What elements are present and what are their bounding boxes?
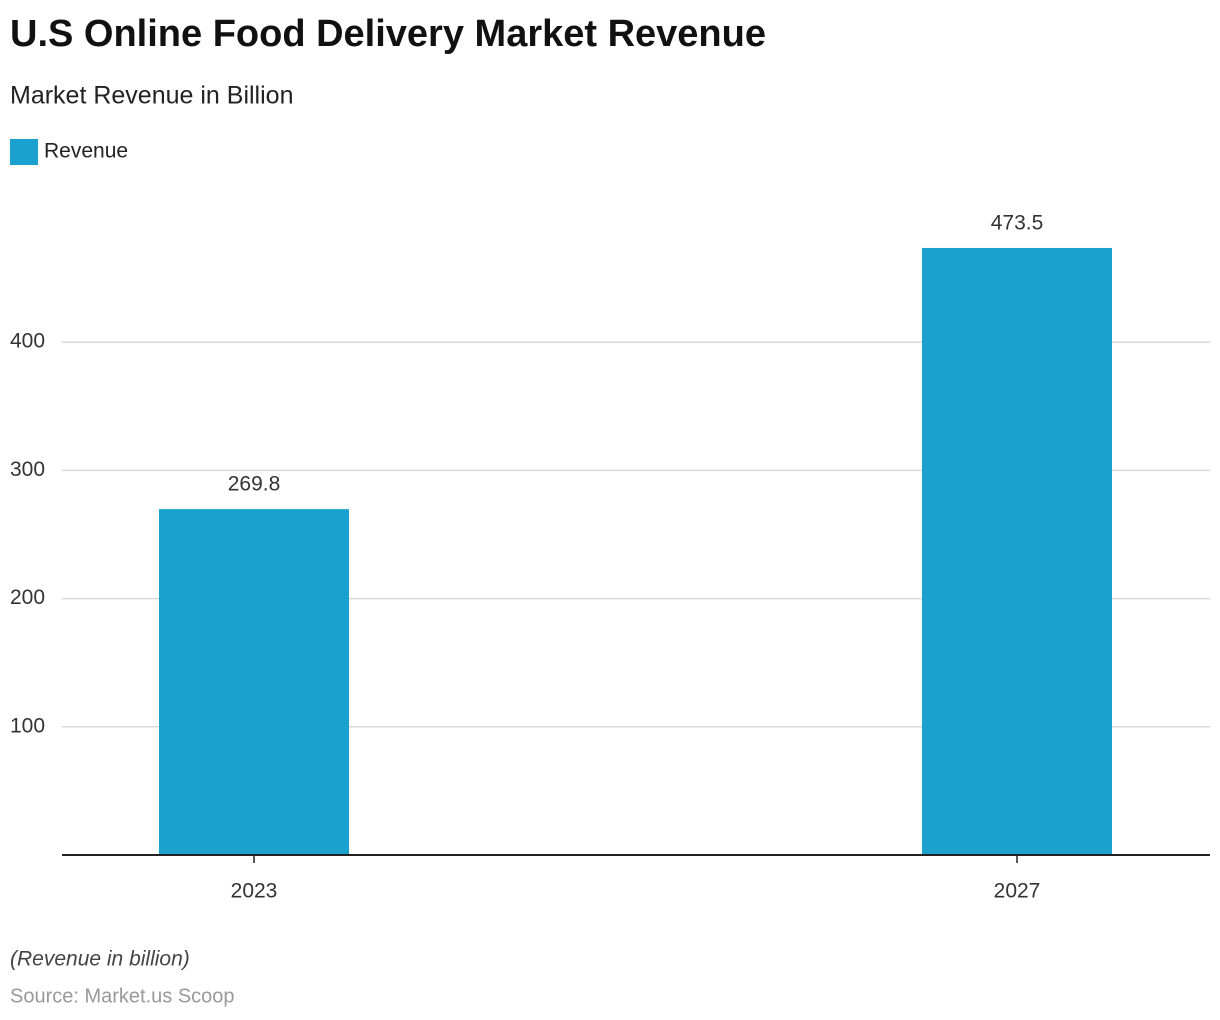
value-label: 269.8 (228, 473, 281, 496)
y-tick-label: 300 (10, 458, 45, 481)
x-tick-label: 2023 (231, 880, 278, 903)
note: (Revenue in billion) (10, 948, 190, 971)
x-tick-label: 2027 (994, 880, 1041, 903)
bar (159, 509, 349, 855)
value-label: 473.5 (991, 212, 1044, 235)
legend-label: Revenue (44, 140, 128, 163)
y-tick-label: 100 (10, 714, 45, 737)
chart-subtitle: Market Revenue in Billion (10, 82, 293, 110)
y-tick-label: 200 (10, 586, 45, 609)
legend-swatch (10, 139, 38, 165)
y-tick-label: 400 (10, 330, 45, 353)
source: Source: Market.us Scoop (10, 985, 235, 1007)
bar (922, 247, 1112, 855)
chart-title: U.S Online Food Delivery Market Revenue (10, 13, 766, 55)
